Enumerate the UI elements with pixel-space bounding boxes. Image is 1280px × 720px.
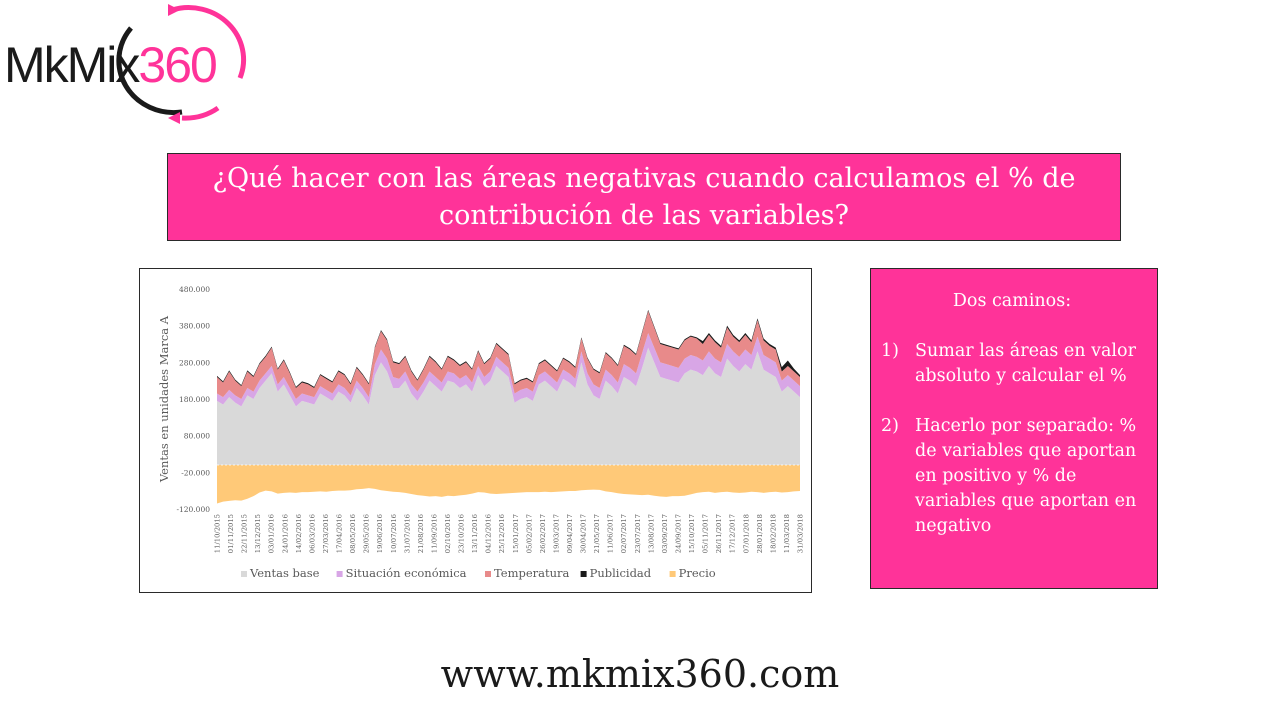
x-tick-label: 11/09/2016 bbox=[430, 514, 438, 553]
x-tick-label: 29/05/2016 bbox=[363, 514, 371, 553]
x-tick-label: 04/12/2016 bbox=[485, 514, 493, 553]
logo-ring-dark bbox=[116, 26, 183, 116]
chart-container: 480.000 380.000 280.000 180.000 80.000 -20.00… bbox=[139, 268, 812, 593]
x-tick-label: 23/07/2017 bbox=[634, 514, 642, 553]
legend-label: Temperatura bbox=[494, 566, 570, 580]
x-tick-label: 25/12/2016 bbox=[498, 514, 506, 553]
side-panel-item-2: 2) Hacerlo por separado: % de variables … bbox=[881, 414, 1143, 539]
x-tick-label: 17/12/2017 bbox=[729, 514, 737, 553]
x-tick-label: 11/03/2018 bbox=[783, 514, 791, 553]
x-tick-label: 03/09/2017 bbox=[661, 514, 669, 553]
slide-title: ¿Qué hacer con las áreas negativas cuand… bbox=[212, 163, 1076, 231]
footer-url: www.mkmix360.com bbox=[440, 652, 840, 696]
x-tick-label: 26/02/2017 bbox=[539, 514, 547, 553]
area-situación-económica bbox=[217, 333, 800, 407]
x-tick-label: 28/01/2018 bbox=[756, 514, 764, 553]
legend-swatch bbox=[485, 571, 491, 577]
x-tick-label: 15/10/2017 bbox=[688, 514, 696, 553]
y-tick-label: 380.000 bbox=[179, 322, 210, 331]
x-tick-label: 31/07/2016 bbox=[403, 514, 411, 553]
x-tick-label: 18/02/2018 bbox=[769, 514, 777, 553]
x-tick-label: 22/11/2015 bbox=[241, 514, 249, 553]
x-tick-label: 13/11/2016 bbox=[471, 514, 479, 553]
x-tick-label: 27/03/2016 bbox=[322, 514, 330, 553]
legend-swatch bbox=[336, 571, 343, 577]
stacked-area-chart: 480.000 380.000 280.000 180.000 80.000 -20.00… bbox=[157, 285, 805, 580]
area-ventas-base bbox=[217, 347, 800, 465]
x-tick-label: 05/11/2017 bbox=[702, 514, 710, 553]
x-tick-label: 09/04/2017 bbox=[566, 514, 574, 553]
y-tick-label: 480.000 bbox=[179, 285, 210, 294]
x-tick-label: 01/11/2015 bbox=[227, 514, 235, 553]
x-tick-label: 21/08/2016 bbox=[417, 514, 425, 553]
mkmix360-logo: MkMix360 bbox=[4, 4, 247, 124]
logo-ring-pink-low bbox=[181, 105, 220, 121]
side-panel: Dos caminos: 1) Sumar las áreas en valor… bbox=[870, 268, 1158, 589]
x-tick-label: 15/01/2017 bbox=[512, 514, 520, 553]
legend-label: Situación económica bbox=[346, 566, 467, 580]
area-precio bbox=[217, 465, 800, 504]
x-tick-label: 19/06/2016 bbox=[376, 514, 384, 553]
y-tick-label: 280.000 bbox=[179, 358, 210, 367]
logo-ring-pink bbox=[171, 5, 247, 79]
x-tick-label: 26/11/2017 bbox=[715, 514, 723, 553]
side-panel-heading: Dos caminos: bbox=[952, 291, 1072, 311]
x-tick-label: 13/12/2015 bbox=[254, 514, 262, 553]
logo-text-accent: 360 bbox=[138, 37, 216, 93]
legend-swatch bbox=[669, 571, 676, 577]
item-number: 1) bbox=[881, 341, 899, 361]
logo-arrow-bottom bbox=[168, 112, 180, 124]
x-tick-label: 02/10/2016 bbox=[444, 514, 452, 553]
x-tick-label: 02/07/2017 bbox=[620, 514, 628, 553]
y-axis-label: Ventas en unidades Marca A bbox=[157, 315, 171, 483]
y-tick-label: 80.000 bbox=[184, 432, 210, 441]
x-tick-label: 17/04/2016 bbox=[336, 514, 344, 553]
x-tick-label: 03/01/2016 bbox=[268, 514, 276, 553]
x-tick-label: 24/01/2016 bbox=[281, 514, 289, 553]
item-text: Hacerlo por separado: % de variables que… bbox=[915, 416, 1137, 536]
x-tick-label: 30/04/2017 bbox=[580, 514, 588, 553]
legend-swatch bbox=[241, 571, 247, 577]
x-tick-label: 08/05/2016 bbox=[349, 514, 357, 553]
legend-label: Publicidad bbox=[590, 566, 652, 580]
y-tick-label: -120.000 bbox=[176, 505, 210, 514]
x-tick-label: 19/03/2017 bbox=[552, 514, 560, 553]
item-number: 2) bbox=[881, 416, 899, 436]
x-tick-label: 24/09/2017 bbox=[674, 514, 682, 553]
x-tick-label: 23/10/2016 bbox=[458, 514, 466, 553]
logo-text-dark: MkMix bbox=[4, 37, 140, 93]
side-panel-item-1: 1) Sumar las áreas en valor absoluto y c… bbox=[881, 339, 1143, 389]
legend-label: Precio bbox=[679, 566, 716, 580]
logo-arrow-top bbox=[168, 4, 180, 16]
legend-label: Ventas base bbox=[249, 566, 320, 580]
x-tick-label: 07/01/2018 bbox=[742, 514, 750, 553]
x-tick-label: 31/03/2018 bbox=[797, 514, 805, 553]
x-tick-label: 06/03/2016 bbox=[308, 514, 316, 553]
x-tick-label: 10/07/2016 bbox=[390, 514, 398, 553]
x-tick-label: 21/05/2017 bbox=[593, 514, 601, 553]
title-box: ¿Qué hacer con las áreas negativas cuand… bbox=[167, 153, 1121, 241]
y-tick-label: -20.000 bbox=[181, 468, 210, 477]
y-tick-label: 180.000 bbox=[179, 395, 210, 404]
legend-swatch bbox=[580, 571, 587, 577]
svg-text:MkMix360: MkMix360 bbox=[4, 37, 216, 93]
item-text: Sumar las áreas en valor absoluto y calc… bbox=[915, 341, 1136, 386]
x-tick-label: 05/02/2017 bbox=[525, 514, 533, 553]
x-tick-label: 14/02/2016 bbox=[295, 514, 303, 553]
x-tick-label: 13/08/2017 bbox=[647, 514, 655, 553]
x-tick-label: 11/10/2015 bbox=[214, 514, 222, 553]
x-tick-label: 11/06/2017 bbox=[607, 514, 615, 553]
